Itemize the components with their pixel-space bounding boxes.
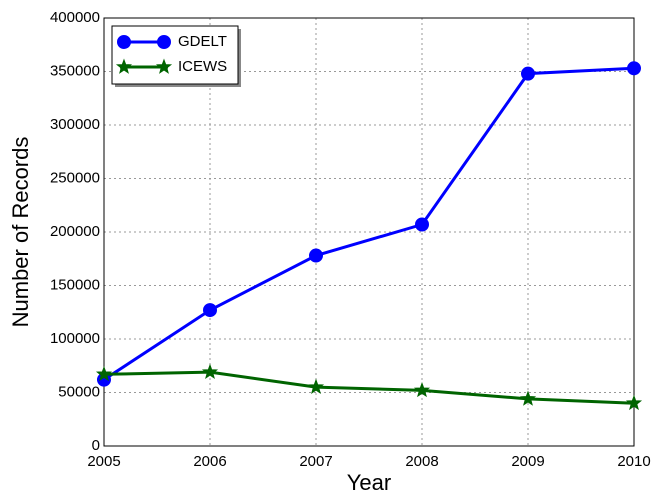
x-tick-label: 2006 — [193, 453, 226, 470]
y-tick-label: 50000 — [58, 383, 100, 400]
x-tick-label: 2005 — [87, 453, 120, 470]
x-axis-label: Year — [347, 470, 391, 494]
series-line — [103, 66, 635, 381]
marker — [521, 66, 535, 81]
marker — [115, 58, 133, 74]
x-tick-label: 2007 — [299, 453, 332, 470]
y-tick-label: 150000 — [50, 276, 100, 293]
legend — [111, 25, 239, 85]
plot-frame — [103, 17, 635, 447]
x-tick-label: 2009 — [511, 453, 544, 470]
y-tick-label: 350000 — [50, 62, 100, 79]
x-tick-label: 2010 — [617, 453, 650, 470]
marker — [117, 35, 131, 49]
marker — [95, 365, 113, 382]
marker — [157, 35, 171, 49]
y-tick-label: 0 — [92, 437, 100, 454]
y-tick-label: 400000 — [50, 9, 100, 26]
y-tick-label: 300000 — [50, 116, 100, 133]
marker — [155, 58, 173, 74]
marker — [201, 363, 219, 379]
y-tick-label: 250000 — [50, 169, 100, 186]
marker — [519, 390, 537, 406]
marker — [307, 378, 325, 394]
series-line — [103, 370, 635, 405]
marker — [413, 381, 431, 398]
legend-label: GDELT — [178, 33, 227, 50]
marker — [203, 303, 217, 318]
marker — [309, 248, 323, 263]
y-axis-label: Number of Records — [8, 137, 33, 328]
y-tick-label: 200000 — [50, 223, 100, 240]
marker — [627, 61, 641, 76]
y-tick-label: 100000 — [50, 330, 100, 347]
marker — [415, 217, 429, 232]
legend-label: ICEWS — [178, 58, 227, 75]
x-tick-label: 2008 — [405, 453, 438, 470]
marker — [625, 394, 643, 411]
